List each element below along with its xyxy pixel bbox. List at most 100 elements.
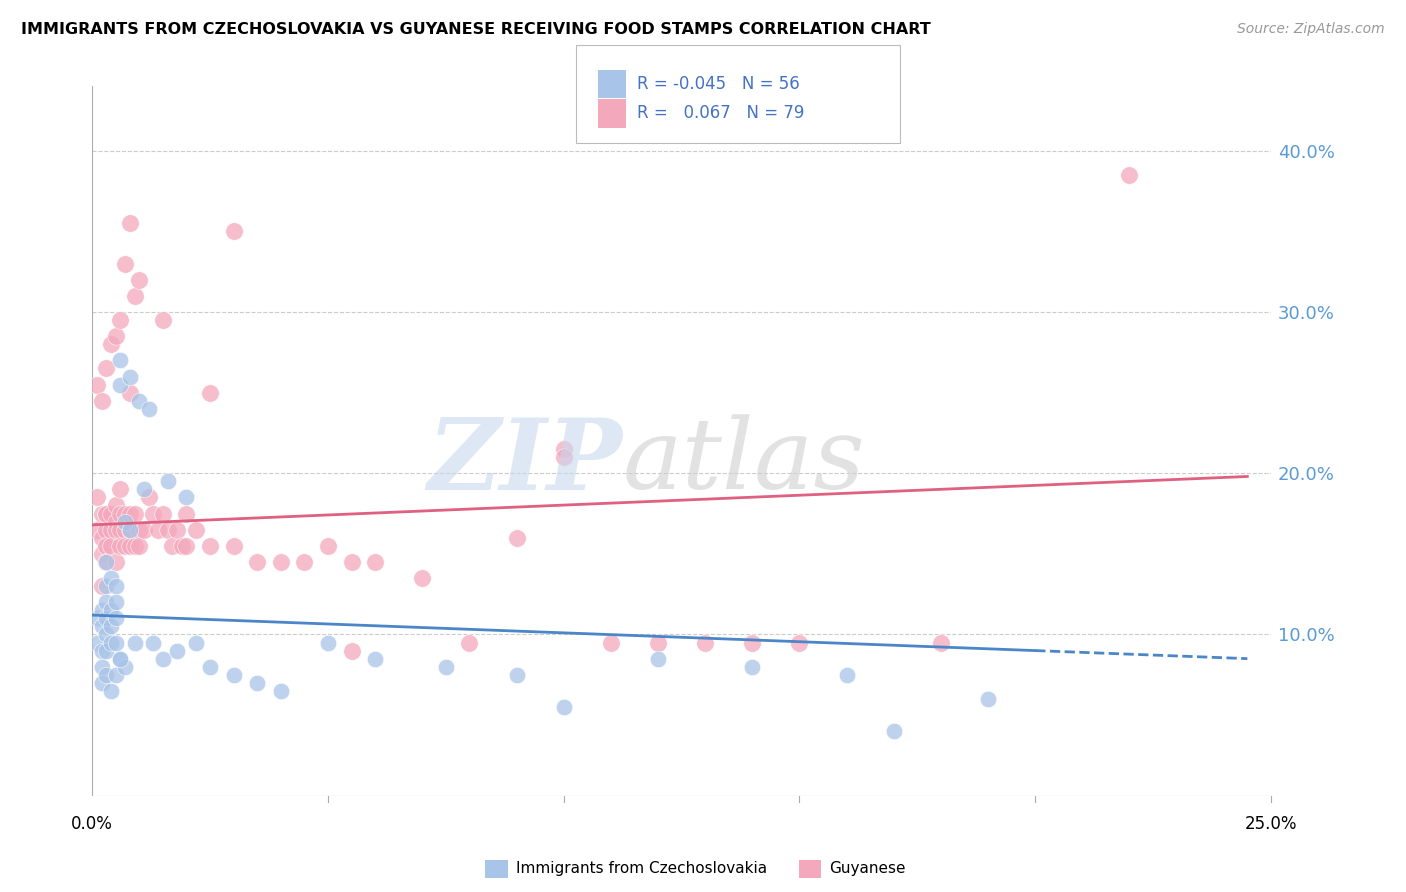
Point <box>90 579 112 593</box>
Point <box>789 635 811 649</box>
Point <box>148 523 170 537</box>
Point <box>142 635 165 649</box>
Point <box>114 507 136 521</box>
Point <box>118 523 141 537</box>
Point <box>96 361 118 376</box>
Point <box>96 539 118 553</box>
Point <box>104 579 127 593</box>
Point <box>100 539 122 553</box>
Point <box>246 675 269 690</box>
Point <box>90 619 112 633</box>
Point <box>162 539 184 553</box>
Point <box>741 635 763 649</box>
Point <box>110 507 132 521</box>
Point <box>340 643 363 657</box>
Point <box>90 643 112 657</box>
Point <box>198 659 221 673</box>
Point <box>124 507 146 521</box>
Point <box>118 216 141 230</box>
Point <box>90 507 112 521</box>
Point <box>411 571 433 585</box>
Point <box>110 483 132 497</box>
Point <box>100 523 122 537</box>
Point <box>647 651 669 665</box>
Point <box>364 651 387 665</box>
Point <box>176 507 198 521</box>
Point <box>695 635 717 649</box>
Point <box>553 450 575 464</box>
Point <box>124 635 146 649</box>
Text: atlas: atlas <box>623 415 865 510</box>
Point <box>166 523 188 537</box>
Text: IMMIGRANTS FROM CZECHOSLOVAKIA VS GUYANESE RECEIVING FOOD STAMPS CORRELATION CHA: IMMIGRANTS FROM CZECHOSLOVAKIA VS GUYANE… <box>21 22 931 37</box>
Point <box>104 611 127 625</box>
Point <box>114 515 136 529</box>
Point <box>96 507 118 521</box>
Point <box>124 539 146 553</box>
Point <box>458 635 481 649</box>
Point <box>86 611 108 625</box>
Point <box>599 635 621 649</box>
Point <box>170 539 193 553</box>
Point <box>340 555 363 569</box>
Point <box>835 667 858 681</box>
Text: Guyanese: Guyanese <box>830 862 905 876</box>
Point <box>90 547 112 561</box>
Point <box>1118 168 1140 182</box>
Point <box>96 555 118 569</box>
Point <box>114 659 136 673</box>
Point <box>96 595 118 609</box>
Point <box>505 531 527 545</box>
Point <box>270 555 292 569</box>
Point <box>156 523 179 537</box>
Point <box>198 539 221 553</box>
Point <box>90 393 112 408</box>
Point <box>152 313 174 327</box>
Point <box>90 603 112 617</box>
Point <box>142 507 165 521</box>
Point <box>100 337 122 351</box>
Point <box>741 659 763 673</box>
Point <box>86 491 108 505</box>
Point <box>110 651 132 665</box>
Point <box>364 555 387 569</box>
Text: Immigrants from Czechoslovakia: Immigrants from Czechoslovakia <box>516 862 768 876</box>
Point <box>270 684 292 698</box>
Text: ZIP: ZIP <box>427 414 623 510</box>
Point <box>104 523 127 537</box>
Point <box>90 675 112 690</box>
Point <box>929 635 952 649</box>
Point <box>100 571 122 585</box>
Point <box>222 224 245 238</box>
Point <box>166 643 188 657</box>
Point <box>118 539 141 553</box>
Point <box>96 579 118 593</box>
Point <box>132 523 155 537</box>
Point <box>96 627 118 641</box>
Point <box>128 523 150 537</box>
Point <box>156 475 179 489</box>
Point <box>222 667 245 681</box>
Point <box>176 491 198 505</box>
Point <box>647 635 669 649</box>
Point <box>977 692 1000 706</box>
Point <box>104 499 127 513</box>
Point <box>96 523 118 537</box>
Point <box>152 507 174 521</box>
Point <box>505 667 527 681</box>
Point <box>184 635 207 649</box>
Point <box>90 659 112 673</box>
Point <box>222 539 245 553</box>
Text: 25.0%: 25.0% <box>1244 815 1298 833</box>
Point <box>292 555 315 569</box>
Point <box>100 635 122 649</box>
Point <box>100 507 122 521</box>
Point <box>132 483 155 497</box>
Point <box>118 523 141 537</box>
Point <box>124 289 146 303</box>
Point <box>110 313 132 327</box>
Point <box>96 667 118 681</box>
Text: R = -0.045   N = 56: R = -0.045 N = 56 <box>637 75 800 93</box>
Text: 0.0%: 0.0% <box>72 815 112 833</box>
Point <box>138 401 160 416</box>
